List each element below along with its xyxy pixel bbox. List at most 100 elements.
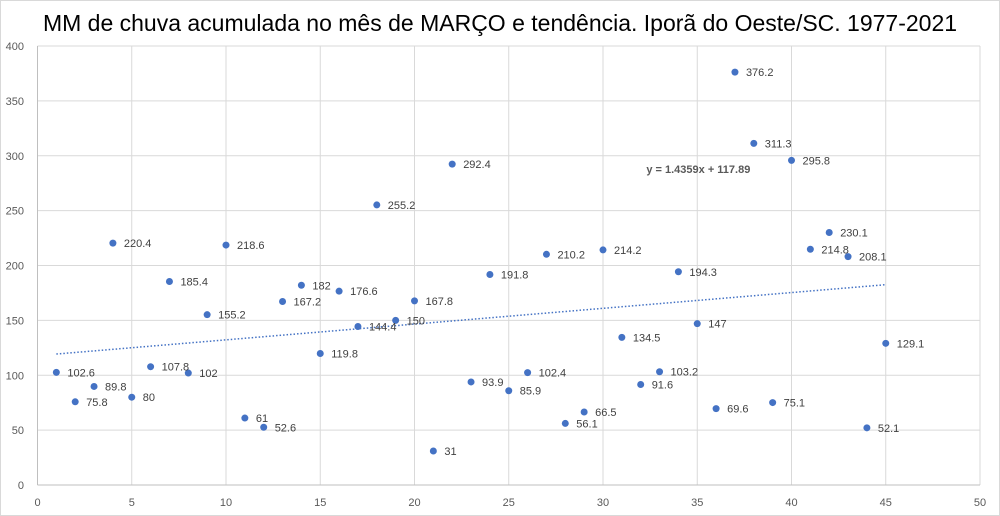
tick-labels: 0 50 100 150 200 250 300 350 400 0 5 10 15 20 25 30 35 40…: [6, 41, 986, 509]
data-labels: 102.6 75.8 89.8 220.4 80 107.8 185.4 102 155.2 21…: [67, 67, 924, 458]
x-tick-label: 40: [785, 497, 797, 509]
x-tick-label: 30: [597, 497, 609, 509]
data-label: 144.4: [369, 322, 397, 334]
data-point: [203, 311, 211, 319]
data-point: [297, 281, 305, 289]
y-tick-label: 0: [18, 480, 24, 492]
data-point: [561, 419, 569, 427]
data-point: [882, 339, 890, 347]
data-point: [52, 368, 60, 376]
data-label: 147: [708, 319, 726, 331]
data-label: 52.1: [878, 423, 899, 435]
data-point: [335, 287, 343, 295]
data-label: 376.2: [746, 67, 774, 79]
data-label: 214.2: [614, 245, 642, 257]
data-point: [147, 363, 155, 371]
data-point: [505, 387, 513, 395]
data-label: 295.8: [803, 155, 831, 167]
data-point: [241, 414, 249, 422]
data-point: [486, 270, 494, 278]
y-tick-label: 350: [6, 96, 24, 108]
data-label: 191.8: [501, 269, 529, 281]
data-label: 119.8: [331, 349, 358, 361]
data-point: [467, 378, 475, 386]
data-point: [731, 68, 739, 76]
data-label: 91.6: [652, 379, 673, 391]
data-label: 182: [312, 280, 330, 292]
data-point: [693, 320, 701, 328]
data-label: 89.8: [105, 381, 126, 393]
data-label: 102.6: [67, 367, 95, 379]
data-label: 210.2: [557, 249, 585, 261]
data-label: 194.3: [689, 267, 717, 279]
data-point: [316, 350, 324, 358]
data-label: 107.8: [162, 362, 190, 374]
data-label: 167.2: [294, 296, 322, 308]
data-point: [392, 316, 400, 324]
data-label: 52.6: [275, 422, 296, 434]
data-points: [52, 68, 890, 455]
data-point: [542, 250, 550, 258]
data-point: [429, 447, 437, 455]
data-point: [656, 368, 664, 376]
x-tick-label: 15: [314, 497, 326, 509]
data-point: [524, 369, 532, 377]
data-point: [712, 405, 720, 413]
data-point: [279, 297, 287, 305]
data-label: 134.5: [633, 332, 661, 344]
data-point: [618, 333, 626, 341]
data-point: [71, 398, 79, 406]
data-point: [806, 245, 814, 253]
y-tick-label: 250: [6, 206, 24, 218]
data-label: 185.4: [180, 277, 208, 289]
data-label: 56.1: [576, 418, 597, 430]
x-tick-label: 50: [974, 497, 986, 509]
data-label: 292.4: [463, 159, 491, 171]
y-tick-label: 150: [6, 315, 24, 327]
data-point: [750, 139, 758, 147]
data-point: [128, 393, 136, 401]
data-label: 311.3: [765, 138, 792, 150]
y-tick-label: 400: [6, 41, 24, 53]
data-label: 31: [444, 446, 456, 458]
data-label: 176.6: [350, 286, 378, 298]
x-tick-label: 0: [34, 497, 40, 509]
data-point: [165, 278, 173, 286]
data-point: [90, 382, 98, 390]
data-point: [637, 380, 645, 388]
data-label: 208.1: [859, 252, 887, 264]
x-tick-label: 10: [220, 497, 232, 509]
trendline-equation: y = 1.4359x + 117.89: [646, 164, 750, 176]
data-point: [863, 424, 871, 432]
data-point: [260, 423, 268, 431]
gridlines: [37, 45, 981, 485]
data-label: 103.2: [671, 367, 699, 379]
data-point: [448, 160, 456, 168]
data-point: [599, 246, 607, 254]
y-tick-label: 50: [12, 425, 24, 437]
data-label: 255.2: [388, 200, 416, 212]
data-label: 218.6: [237, 240, 265, 252]
data-label: 66.5: [595, 407, 616, 419]
data-point: [184, 369, 192, 377]
data-label: 214.8: [821, 244, 849, 256]
data-label: 230.1: [840, 227, 868, 239]
x-tick-label: 35: [691, 497, 703, 509]
trendline: [56, 283, 886, 355]
data-label: 75.8: [86, 397, 107, 409]
data-point: [354, 323, 362, 331]
data-label: 93.9: [482, 377, 503, 389]
trendline-path: [56, 283, 886, 355]
x-tick-label: 25: [503, 497, 515, 509]
data-point: [373, 201, 381, 209]
x-tick-label: 5: [129, 497, 135, 509]
chart-title: MM de chuva acumulada no mês de MARÇO e …: [42, 10, 958, 36]
data-point: [674, 268, 682, 276]
data-label: 61: [256, 413, 268, 425]
data-label: 75.1: [784, 398, 805, 410]
data-label: 85.9: [520, 386, 541, 398]
x-tick-label: 45: [880, 497, 892, 509]
data-point: [825, 228, 833, 236]
data-label: 102.4: [539, 368, 567, 380]
